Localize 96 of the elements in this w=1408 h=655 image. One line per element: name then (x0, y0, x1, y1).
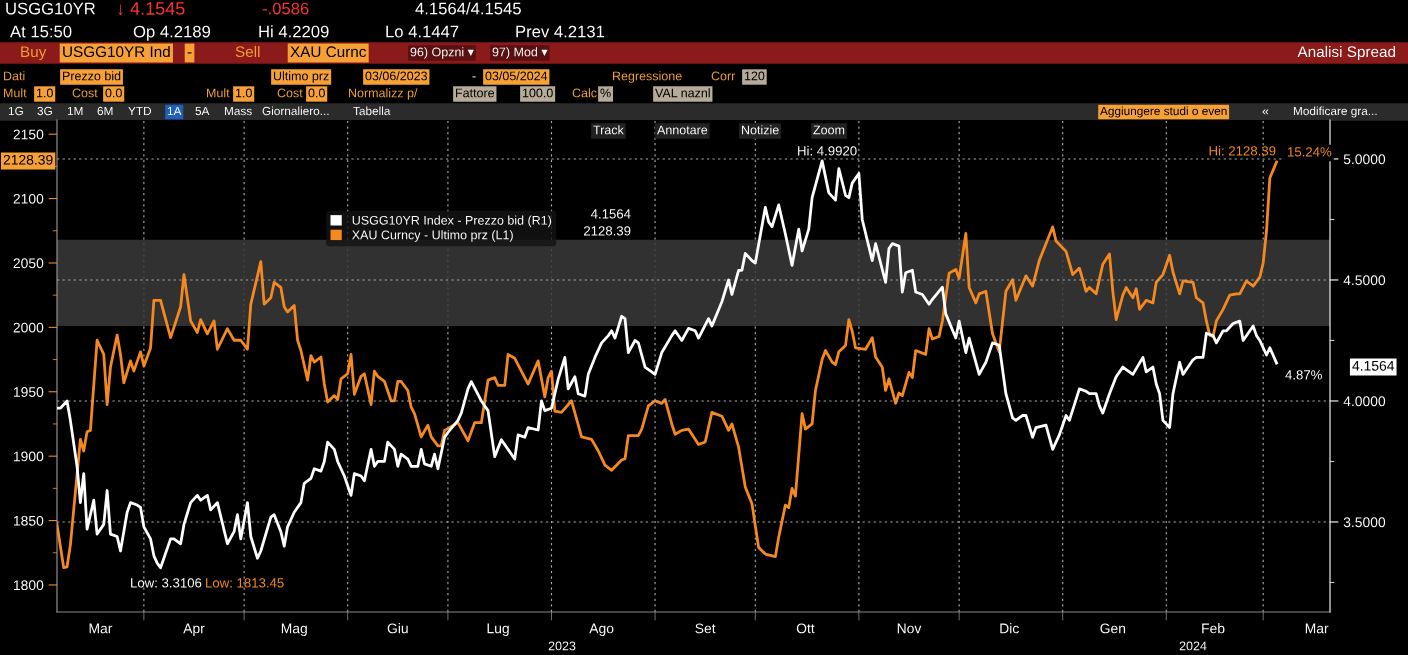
text: Ultimo prz (273, 71, 329, 83)
text: Corr (711, 71, 736, 81)
x-tick-label: Lug (487, 623, 509, 637)
x-tick-label: Dic (1000, 623, 1019, 634)
text: 1.0 (36, 88, 53, 98)
text: 4.1564/4.1545 (415, 2, 521, 15)
y2-tick-label: 5.0000 (1343, 154, 1386, 165)
x-tick-label: Mar (1305, 623, 1329, 634)
annotation: Annotare (657, 125, 708, 135)
x-tick-label: Giu (387, 623, 408, 634)
text: Normalizz p/ (349, 88, 418, 100)
text: 5A (195, 106, 210, 116)
text: Aggiungere studi o even (1100, 106, 1227, 118)
y-tick-label: 1950 (13, 387, 44, 397)
text: 1G (8, 106, 23, 116)
text: Hi 4.2209 (259, 25, 329, 38)
x-tick-label: Mar (89, 623, 113, 634)
text: - (472, 76, 476, 78)
annotation: Zoom (813, 125, 845, 135)
text: At 15:50 (10, 25, 72, 38)
annotation: Hi: 4.9920 (798, 145, 857, 156)
text: Buy (21, 46, 47, 61)
x-tick-label: Nov (897, 623, 922, 634)
text: 0.0 (308, 88, 325, 98)
text: Giornaliero... (262, 106, 329, 116)
annotation: Notizie (742, 125, 779, 135)
text: Fattore (456, 88, 495, 98)
text: 03/06/2023 (365, 71, 428, 81)
text: -.0586 (262, 2, 309, 15)
text: USGG10YR Ind (63, 45, 170, 58)
text: Calc (572, 88, 597, 98)
text: Mult (207, 88, 230, 98)
annotation: Track (593, 125, 624, 135)
text: 96) Opzni ▾ (410, 47, 474, 59)
y2-tick-label: 4.0000 (1343, 396, 1386, 407)
text: % (600, 88, 611, 98)
legend-label: USGG10YR Index - Prezzo bid (R1) (352, 215, 552, 228)
text: Lo 4.1447 (386, 25, 459, 38)
annotation: 15.24% (1288, 147, 1332, 157)
text: YTD (128, 106, 152, 116)
x-tick-label: Gen (1100, 623, 1126, 634)
y-tick-label: 1850 (13, 515, 44, 526)
text: 120 (744, 71, 765, 81)
text: 2024 (1179, 641, 1207, 651)
annotation: 4.1564 (590, 209, 631, 219)
text: 6M (97, 106, 113, 116)
text: - (187, 52, 192, 54)
x-tick-label: Apr (183, 623, 205, 637)
x-tick-label: Set (695, 623, 716, 634)
x-tick-label: Ago (589, 623, 614, 637)
y2-tick-label: 4.5000 (1343, 275, 1386, 286)
text: 4.1564 (1352, 360, 1395, 371)
text: Prev 4.2131 (516, 25, 605, 38)
x-tick-label: Ott (796, 623, 815, 634)
text: Tabella (353, 106, 391, 116)
text: « (1262, 109, 1269, 115)
text: Mass (224, 106, 252, 116)
text: VAL naznl (655, 88, 710, 98)
annotation: Low: 1813.45 (206, 578, 284, 588)
y-tick-label: 2100 (13, 193, 44, 204)
y-tick-label: 2050 (13, 258, 44, 269)
annotation: Low: 3.3106 (131, 578, 202, 588)
text: ↓ 4.1545 (118, 2, 185, 16)
text: Analisi Spread (1297, 45, 1396, 61)
text: Mult (4, 88, 27, 98)
x-tick-label: Mag (281, 623, 307, 637)
text: Regressione (613, 71, 682, 83)
text: XAU Curnc (290, 46, 367, 58)
y-tick-label: 2150 (13, 129, 44, 140)
text: USGG10YR (6, 2, 95, 15)
y-tick-label: 1900 (13, 451, 44, 462)
annotation: 2128.39 (583, 226, 631, 236)
text: Sell (235, 45, 260, 58)
text: Prezzo bid (63, 71, 121, 81)
x-tick-label: Feb (1202, 623, 1225, 634)
text: 97) Mod ▾ (492, 47, 548, 59)
annotation: Hi: 2128.39 (1209, 145, 1276, 156)
y-tick-label: 2000 (13, 322, 44, 333)
text: 2128.39 (3, 154, 53, 165)
legend-label: XAU Curncy - Ultimo prz (L1) (352, 230, 513, 242)
text: Op 4.2189 (133, 25, 211, 41)
y-tick-label: 1800 (13, 580, 44, 591)
text: 1.0 (235, 88, 252, 98)
text: Cost (277, 88, 303, 98)
text: 2023 (548, 641, 576, 651)
text: Modificare gra... (1293, 106, 1377, 118)
text: 03/05/2024 (485, 71, 548, 81)
text: 0.0 (105, 88, 122, 98)
annotation: 4.87% (1285, 370, 1322, 380)
text: Dati (4, 71, 25, 81)
text: 1A (167, 106, 182, 116)
text: Cost (72, 88, 98, 98)
text: 3G (37, 106, 52, 116)
text: 1M (67, 106, 83, 116)
y2-tick-label: 3.5000 (1343, 517, 1386, 528)
text: 100.0 (522, 88, 553, 98)
